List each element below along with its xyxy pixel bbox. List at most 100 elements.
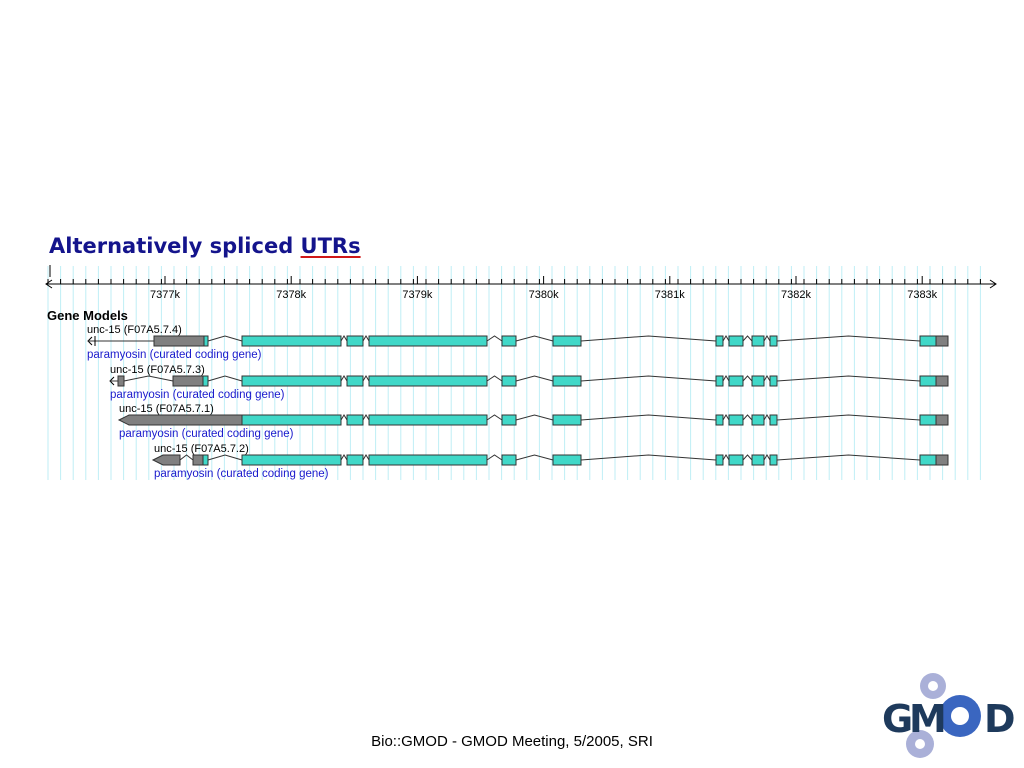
- utr-exon: [935, 375, 949, 387]
- cds-exon: [241, 375, 342, 387]
- utr-exon: [172, 375, 204, 387]
- grid-lines: [47, 266, 981, 480]
- ruler-major-ticks: 7377k 7378k 7379k 7380k 7381k 7382k 7383k: [150, 276, 938, 301]
- cds-exon: [769, 375, 778, 387]
- cds-exon: [202, 375, 209, 387]
- logo-letter-d: D: [984, 697, 1016, 741]
- intron-line: [515, 375, 554, 382]
- logo-gear-bottom: [906, 730, 934, 758]
- cds-exon: [919, 335, 937, 347]
- cds-exon: [202, 454, 209, 466]
- utr-pointer: [151, 454, 181, 466]
- utr-exon: [935, 414, 949, 426]
- intron-line: [340, 414, 348, 421]
- cds-exon: [728, 414, 744, 426]
- intron-line: [207, 454, 243, 461]
- cds-exon: [501, 414, 517, 426]
- intron-line: [486, 454, 503, 461]
- transcript-1[interactable]: unc-15 (F07A5.7.4) paramyosin (curated co…: [87, 324, 949, 361]
- title-prefix: Alternatively spliced: [49, 234, 301, 258]
- cds-exon: [715, 335, 724, 347]
- cds-exon: [368, 335, 488, 347]
- intron-line: [776, 335, 921, 342]
- cds-exon: [919, 454, 937, 466]
- cds-exon: [346, 335, 364, 347]
- transcript-description: paramyosin (curated coding gene): [110, 389, 285, 401]
- ruler: 7377k 7378k 7379k 7380k 7381k 7382k 7383k: [45, 265, 997, 301]
- cds-exon: [552, 375, 582, 387]
- cds-exon: [715, 375, 724, 387]
- gmod-logo: G M D: [882, 673, 1016, 758]
- cds-exon: [552, 414, 582, 426]
- intron-line: [362, 375, 370, 382]
- ruler-tick-label: 7382k: [781, 289, 811, 301]
- utr-pointer: [117, 414, 243, 426]
- track-label: Gene Models: [47, 308, 128, 323]
- cds-exon: [919, 414, 937, 426]
- logo-gear-top: [920, 673, 946, 699]
- intron-line: [340, 375, 348, 382]
- intron-line: [362, 335, 370, 342]
- logo-gear-center: [939, 695, 981, 737]
- ruler-tick-label: 7379k: [402, 289, 432, 301]
- transcript-4[interactable]: unc-15 (F07A5.7.2) paramyosin (curated co…: [151, 443, 949, 480]
- intron-line: [207, 375, 243, 382]
- cds-exon: [241, 454, 342, 466]
- utr-exon: [117, 375, 125, 387]
- ruler-tick-label: 7377k: [150, 289, 180, 301]
- intron-line: [340, 335, 348, 342]
- intron-line: [580, 454, 717, 461]
- intron-line: [722, 414, 730, 421]
- transcript-description: paramyosin (curated coding gene): [87, 349, 262, 361]
- intron-line: [763, 375, 771, 382]
- cds-exon: [751, 414, 765, 426]
- intron-line: [580, 375, 717, 382]
- intron-line: [742, 335, 753, 342]
- cds-exon: [346, 454, 364, 466]
- cds-exon: [501, 335, 517, 347]
- intron-line: [486, 414, 503, 421]
- intron-line: [763, 335, 771, 342]
- utr-exon: [153, 335, 205, 347]
- cds-exon: [346, 414, 364, 426]
- intron-line: [207, 335, 243, 342]
- intron-line: [515, 414, 554, 421]
- transcript-2[interactable]: unc-15 (F07A5.7.3) paramyosin (curated co…: [109, 364, 949, 401]
- cds-exon: [769, 414, 778, 426]
- intron-line: [486, 335, 503, 342]
- cds-exon: [552, 335, 582, 347]
- intron-line: [763, 414, 771, 421]
- ruler-right-arrow[interactable]: [989, 279, 997, 289]
- cds-exon: [728, 375, 744, 387]
- intron-line: [179, 454, 194, 461]
- transcript-list: unc-15 (F07A5.7.4) paramyosin (curated co…: [87, 324, 949, 480]
- cds-exon: [715, 454, 724, 466]
- cds-exon: [501, 454, 517, 466]
- intron-line: [580, 335, 717, 342]
- cds-exon: [241, 335, 342, 347]
- intron-line: [580, 414, 717, 421]
- slide-title: Alternatively spliced UTRs: [49, 234, 361, 258]
- slide-footer: Bio::GMOD - GMOD Meeting, 5/2005, SRI: [371, 733, 653, 750]
- cds-exon: [501, 375, 517, 387]
- transcript-name: unc-15 (F07A5.7.4): [87, 324, 182, 336]
- cds-exon: [769, 335, 778, 347]
- cds-exon: [728, 335, 744, 347]
- intron-line: [486, 375, 503, 382]
- intron-line: [776, 375, 921, 382]
- transcript-name: unc-15 (F07A5.7.1): [119, 403, 214, 415]
- cds-exon: [728, 454, 744, 466]
- cds-exon: [368, 375, 488, 387]
- intron-line: [515, 335, 554, 342]
- transcript-3[interactable]: unc-15 (F07A5.7.1) paramyosin (curated co…: [117, 403, 949, 440]
- title-underlined: UTRs: [300, 234, 361, 258]
- utr-exon: [935, 335, 949, 347]
- cds-exon: [751, 375, 765, 387]
- intron-line: [362, 414, 370, 421]
- ruler-left-arrow[interactable]: [45, 279, 53, 289]
- cds-exon: [919, 375, 937, 387]
- intron-line: [742, 375, 753, 382]
- ruler-tick-label: 7380k: [529, 289, 559, 301]
